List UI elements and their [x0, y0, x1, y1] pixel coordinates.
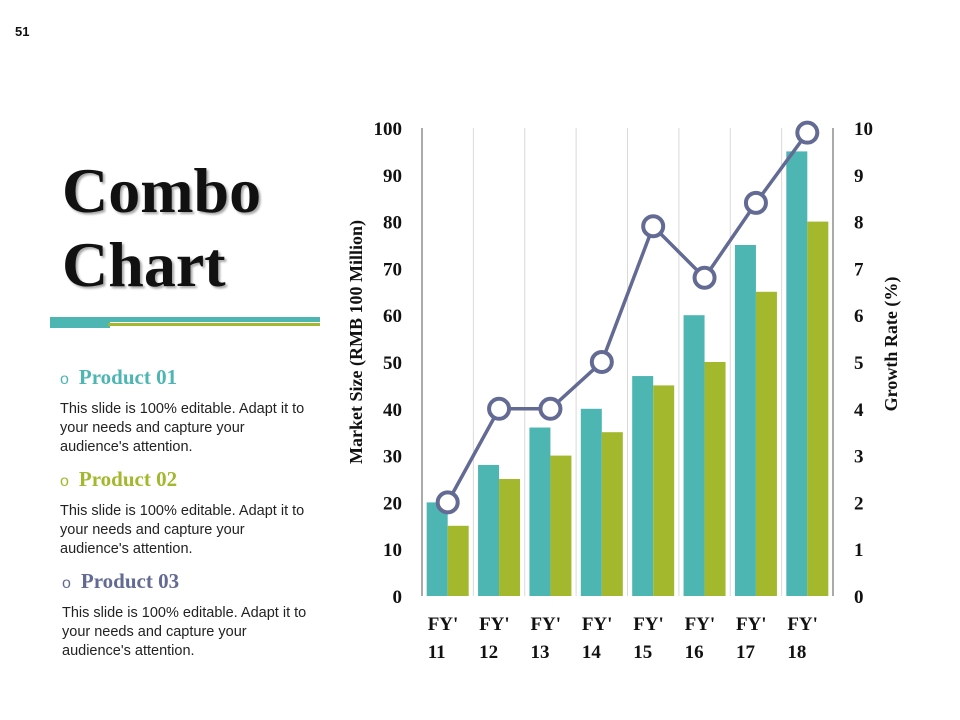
- x-tick-label: 12: [479, 642, 498, 663]
- y-tick-right: 7: [854, 259, 864, 280]
- bar-product-01: [734, 245, 756, 596]
- y-tick-left: 20: [383, 493, 402, 514]
- product-02-description: This slide is 100% editable. Adapt it to…: [60, 503, 305, 557]
- y-tick-right: 6: [854, 306, 864, 327]
- bar-product-01: [529, 427, 551, 596]
- x-tick-label: 16: [685, 642, 704, 663]
- y-tick-left: 70: [383, 259, 402, 280]
- y-tick-left: 30: [383, 447, 402, 468]
- y-tick-right: 2: [854, 493, 864, 514]
- bullet-icon: o: [60, 371, 69, 388]
- growth-rate-point: [487, 396, 512, 421]
- y-tick-left: 90: [383, 166, 402, 187]
- growth-rate-point: [435, 490, 460, 515]
- growth-rate-point: [641, 214, 666, 239]
- y-tick-right: 1: [854, 540, 864, 561]
- title-underline-green: [108, 323, 320, 326]
- bullet-icon: o: [62, 575, 71, 592]
- x-tick-label: 13: [530, 642, 549, 663]
- x-tick-label: 14: [582, 642, 602, 663]
- bar-product-02: [499, 479, 521, 596]
- title-line-1: Combo: [62, 155, 262, 226]
- x-tick-label: FY': [428, 614, 459, 635]
- bar-product-01: [580, 408, 602, 596]
- y-axis-label: Market Size (RMB 100 Million): [346, 220, 367, 464]
- y-tick-left: 0: [393, 587, 403, 608]
- product-01-description: This slide is 100% editable. Adapt it to…: [60, 401, 305, 455]
- product-03-name: Product 03: [80, 569, 180, 593]
- product-03-block: o Product 03 This slide is 100% editable.…: [62, 569, 322, 661]
- y-tick-left: 100: [374, 119, 403, 140]
- product-03-description: This slide is 100% editable. Adapt it to…: [62, 605, 307, 659]
- y-tick-right: 3: [854, 447, 864, 468]
- y-tick-left: 40: [383, 400, 402, 421]
- slide-title: Combo Chart: [62, 154, 261, 302]
- y-tick-left: 50: [383, 353, 402, 374]
- product-01-block: o Product 01 This slide is 100% editable.…: [60, 365, 320, 457]
- x-tick-label: 18: [787, 642, 806, 663]
- growth-rate-point: [692, 265, 717, 290]
- x-tick-label: FY': [787, 614, 818, 635]
- title-underline-teal-accent: [50, 322, 110, 328]
- x-tick-label: FY': [685, 614, 716, 635]
- page-number: 51: [15, 24, 30, 39]
- growth-rate-point: [743, 190, 768, 215]
- y-tick-right: 0: [854, 587, 864, 608]
- product-01-name: Product 01: [78, 365, 178, 389]
- bar-product-02: [755, 291, 777, 596]
- x-tick-label: 15: [633, 642, 652, 663]
- bar-product-02: [550, 455, 572, 596]
- bar-product-01: [478, 464, 500, 596]
- y-tick-left: 80: [383, 213, 402, 234]
- product-02-block: o Product 02 This slide is 100% editable.…: [60, 467, 320, 559]
- bar-product-01: [786, 151, 808, 596]
- product-02-name: Product 02: [78, 467, 178, 491]
- bar-product-02: [447, 525, 469, 596]
- y-tick-right: 10: [854, 119, 873, 140]
- y-tick-left: 60: [383, 306, 402, 327]
- bar-product-02: [704, 362, 726, 596]
- bar-product-02: [807, 221, 829, 596]
- x-tick-label: FY': [633, 614, 664, 635]
- y-axis-right-label: Growth Rate (%): [881, 277, 902, 412]
- growth-rate-point: [538, 396, 563, 421]
- y-tick-right: 8: [854, 213, 864, 234]
- x-tick-label: 11: [428, 642, 446, 663]
- y-tick-right: 4: [854, 400, 864, 421]
- title-underline-teal: [50, 317, 320, 322]
- bar-product-01: [683, 315, 705, 596]
- bar-product-01: [632, 376, 654, 596]
- bar-product-01: [426, 502, 448, 596]
- x-tick-label: FY': [736, 614, 767, 635]
- bar-product-02: [601, 432, 623, 596]
- growth-rate-point: [589, 350, 614, 374]
- product-02-heading: o Product 02: [60, 467, 320, 492]
- bullet-icon: o: [60, 473, 69, 490]
- y-tick-right: 9: [854, 166, 864, 187]
- x-tick-label: FY': [530, 614, 561, 635]
- x-tick-label: FY': [479, 614, 510, 635]
- y-tick-left: 10: [383, 540, 402, 561]
- product-03-heading: o Product 03: [62, 569, 322, 594]
- product-01-heading: o Product 01: [60, 365, 320, 390]
- x-tick-label: FY': [582, 614, 613, 635]
- title-line-2: Chart: [62, 229, 226, 300]
- y-tick-right: 5: [854, 353, 864, 374]
- bar-product-02: [653, 385, 675, 596]
- growth-rate-point: [795, 120, 820, 145]
- x-tick-label: 17: [736, 642, 756, 663]
